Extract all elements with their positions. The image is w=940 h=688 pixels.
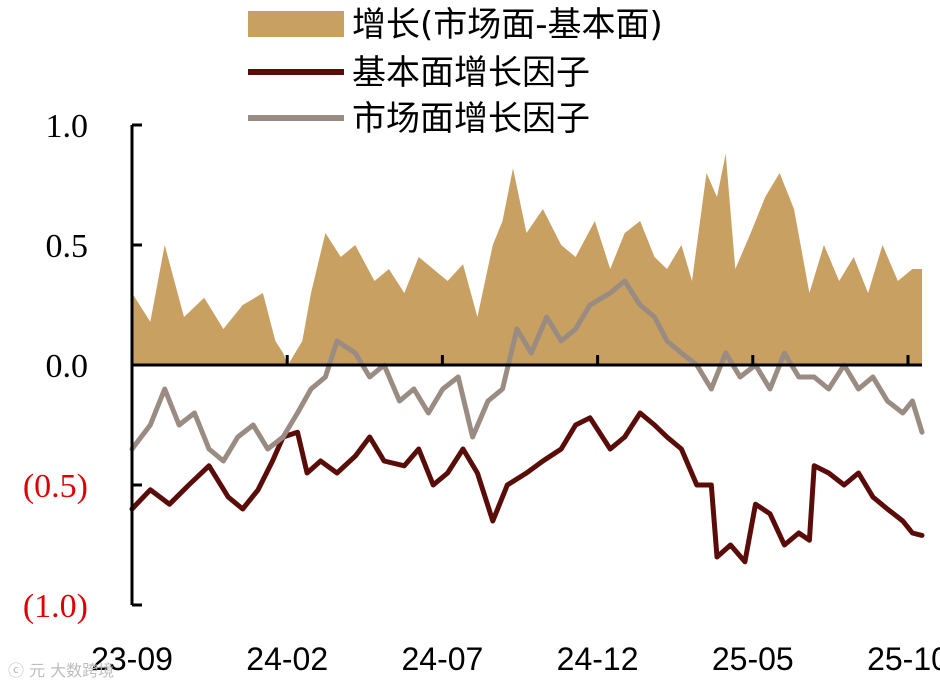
legend-label-1: 基本面增长因子 (352, 53, 590, 93)
legend-swatch-0 (248, 11, 344, 37)
x-tick-labels: 23-09 24-02 24-07 24-12 25-05 25-10 (91, 641, 940, 677)
y-tick-label-0: 1.0 (46, 108, 89, 145)
line-series-2 (129, 278, 925, 464)
x-tick-label-4: 25-05 (712, 641, 794, 677)
line-series-layer (129, 278, 925, 565)
x-tick-label-0: 23-09 (91, 641, 173, 677)
x-tick-label-1: 24-02 (246, 641, 328, 677)
legend-label-0: 增长(市场面-基本面) (352, 5, 663, 45)
y-tick-label-4: (1.0) (23, 588, 88, 625)
watermark: ⓒ 元 大数跨境 (8, 661, 114, 680)
y-tick-labels: 1.0 0.5 0.0 (0.5) (1.0) (23, 108, 88, 625)
y-tick-label-1: 0.5 (46, 228, 89, 265)
axes (130, 123, 922, 607)
y-tick-label-2: 0.0 (46, 348, 89, 385)
line-series-1 (129, 410, 925, 565)
x-tick-label-2: 24-07 (401, 641, 483, 677)
area-series-layer (132, 153, 922, 365)
x-tick-label-5: 25-10 (867, 641, 940, 677)
y-tick-label-3: (0.5) (23, 468, 88, 505)
legend-label-2: 市场面增长因子 (352, 99, 590, 139)
area-series-0 (132, 153, 922, 365)
x-tick-label-3: 24-12 (557, 641, 639, 677)
